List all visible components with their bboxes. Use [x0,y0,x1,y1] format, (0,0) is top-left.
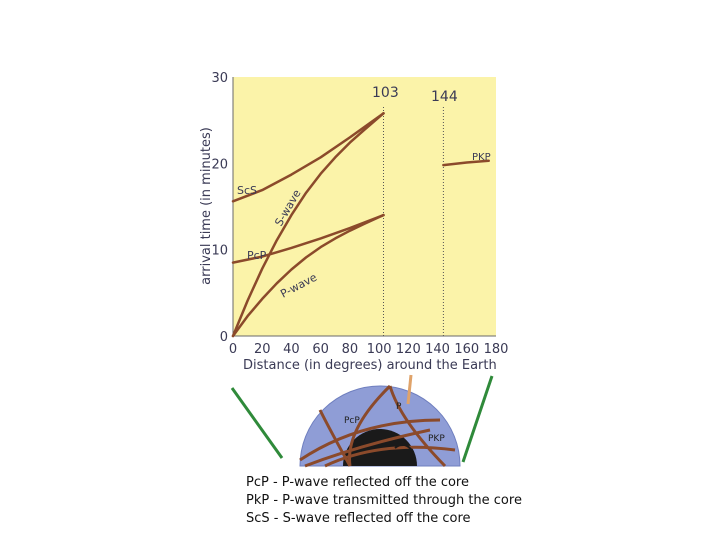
annotation-144: 144 [431,89,458,105]
series-label-pcp: PcP [247,249,267,262]
guide-line-left [230,387,284,459]
series-label-scs: ScS [237,184,257,197]
curve-p-wave [231,213,385,338]
x-tick-label: 40 [283,342,300,357]
pkp-bump [394,443,414,453]
y-tick-label: 10 [211,244,228,259]
x-tick-label: 120 [396,342,421,357]
x-tick-label: 160 [454,342,479,357]
x-tick-label: 80 [342,342,359,357]
annotation-103: 103 [372,85,399,101]
plot-background [233,77,496,336]
legend-line-pcp: PcP - P-wave reflected off the core [246,475,469,490]
axes [232,77,496,337]
diagram-label-p: P [396,402,402,412]
boundary-lines [382,107,444,336]
x-tick-label: 0 [229,342,237,357]
earth-cross-section: PcP P PKP [299,384,461,468]
legend-line-pkp: PkP - P-wave transmitted through the cor… [246,493,522,508]
y-tick-label: 0 [220,330,228,345]
tick-labels: 0 20 40 60 80 100 120 140 160 180 0 10 20 30 [211,71,508,357]
diagram-label-pkp: PKP [428,434,445,444]
curve-s-wave [231,112,385,338]
x-tick-label: 140 [425,342,450,357]
x-tick-label: 100 [367,342,392,357]
curve-pcp [231,213,385,264]
ray-paths [299,384,456,468]
diagram-label-pcp: PcP [344,416,360,426]
x-tick-label: 180 [484,342,509,357]
legend: PcP - P-wave reflected off the core PkP … [246,474,576,528]
curve-pkp [442,159,490,167]
series-label-pkp: PKP [472,152,491,163]
y-tick-label: 20 [211,157,228,172]
x-tick-label: 60 [312,342,329,357]
guide-line-orange [406,374,413,405]
curve-scs [231,112,385,203]
curves [231,112,490,338]
legend-line-scs: ScS - S-wave reflected off the core [246,511,471,526]
x-tick-label: 20 [254,342,271,357]
guide-line-right [461,375,494,463]
x-axis-title: Distance (in degrees) around the Earth [243,358,497,373]
y-axis-title: arrival time (in minutes) [199,127,214,285]
y-tick-label: 30 [211,71,228,86]
